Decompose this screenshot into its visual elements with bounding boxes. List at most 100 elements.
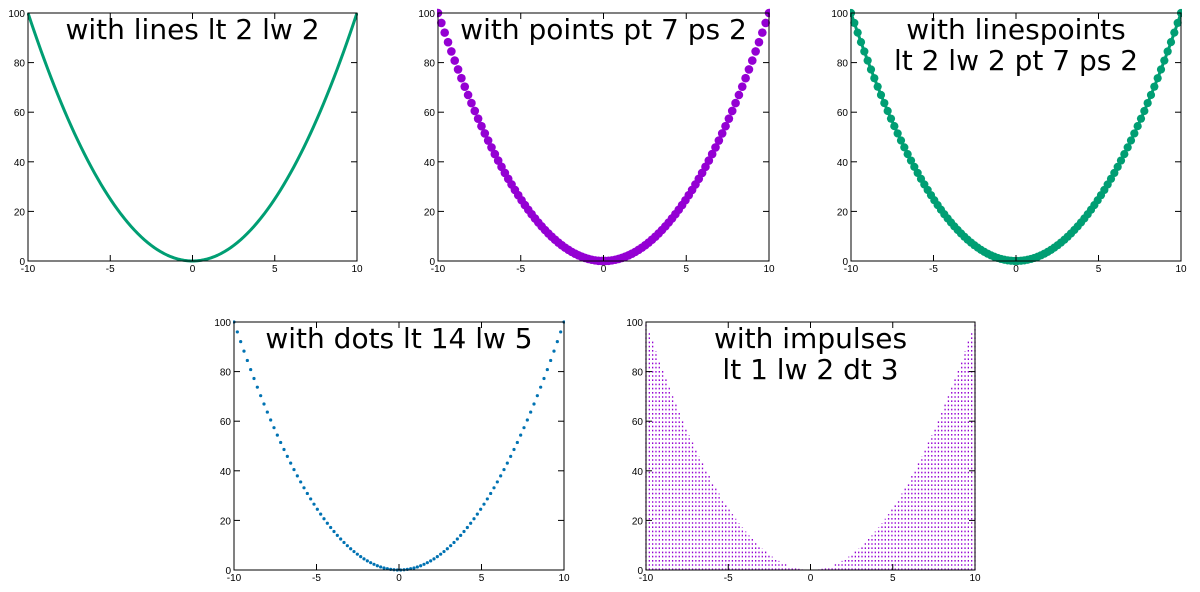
x-tick-label: 0 (396, 573, 402, 584)
data-point-96 (552, 349, 556, 353)
y-tick-label: 0 (19, 257, 25, 268)
data-point-4 (245, 358, 249, 363)
data-point-77 (489, 491, 493, 496)
data-point-86 (721, 121, 730, 131)
data-point-32 (339, 537, 343, 541)
y-tick-label: 40 (220, 467, 232, 478)
x-tick-label: -5 (929, 264, 938, 275)
y-tick-label: 0 (842, 257, 848, 268)
data-point-94 (1160, 56, 1169, 65)
data-point-11 (269, 418, 273, 422)
data-point-10 (880, 98, 889, 108)
data-point-55 (415, 565, 419, 569)
data-point-96 (1166, 38, 1176, 47)
data-point-70 (465, 525, 469, 530)
data-point-92 (539, 385, 543, 389)
data-point-71 (469, 521, 473, 525)
data-point-10 (467, 98, 476, 108)
chart-title: with linespoints lt 2 lw 2 pt 7 ps 2 (894, 13, 1138, 77)
data-point-43 (375, 564, 379, 568)
data-point-79 (1110, 168, 1119, 178)
y-tick-label: 20 (837, 207, 849, 218)
data-point-81 (502, 467, 506, 472)
data-point-11 (470, 106, 480, 116)
data-point-56 (419, 564, 423, 568)
data-point-1 (850, 18, 859, 28)
plot-marks (437, 8, 770, 266)
data-point-3 (242, 349, 246, 353)
y-tick-label: 100 (214, 318, 231, 329)
data-point-74 (479, 507, 483, 511)
data-point-25 (315, 507, 319, 511)
data-point-42 (372, 562, 376, 566)
x-tick-label: 10 (351, 264, 363, 275)
data-point-91 (535, 394, 539, 398)
data-point-89 (1143, 98, 1152, 108)
x-tick-label: 5 (683, 264, 689, 275)
data-point-14 (893, 129, 902, 138)
data-point-66 (452, 540, 456, 545)
y-tick-label: 60 (837, 108, 849, 119)
data-point-85 (717, 129, 727, 138)
y-tick-label: 80 (220, 368, 232, 379)
data-point-15 (896, 136, 906, 145)
data-point-64 (445, 547, 449, 551)
x-tick-label: -10 (21, 264, 36, 275)
x-tick-label: 10 (558, 573, 570, 584)
data-point-91 (737, 82, 747, 91)
data-point-86 (519, 433, 523, 437)
data-point-86 (1133, 122, 1142, 131)
x-tick-label: 5 (890, 573, 896, 584)
data-point-8 (259, 394, 263, 398)
data-point-8 (460, 82, 470, 91)
data-point-13 (275, 433, 279, 437)
data-point-82 (505, 461, 509, 465)
data-point-9 (463, 90, 473, 100)
data-point-85 (1130, 129, 1139, 138)
plot-marks (27, 12, 358, 263)
data-point-92 (741, 73, 750, 83)
data-point-93 (744, 65, 754, 74)
data-point-63 (442, 549, 446, 554)
data-point-93 (1156, 65, 1166, 74)
data-point-96 (754, 37, 764, 47)
data-point-95 (1163, 47, 1172, 56)
data-point-80 (499, 474, 503, 478)
data-point-79 (495, 480, 499, 484)
data-point-84 (512, 447, 516, 452)
x-tick-label: -5 (312, 573, 321, 584)
data-point-87 (522, 426, 526, 430)
data-point-81 (1116, 156, 1126, 165)
data-point-87 (724, 114, 734, 123)
plot-frame (233, 321, 565, 571)
data-point-6 (252, 376, 256, 381)
data-point-81 (704, 156, 714, 165)
y-tick-label: 20 (632, 516, 644, 527)
data-point-33 (342, 540, 346, 545)
x-tick-label: 0 (1013, 264, 1019, 275)
data-point-24 (312, 502, 316, 506)
x-tick-label: -10 (639, 573, 654, 584)
chart-title: with lines lt 2 lw 2 (65, 13, 319, 46)
data-point-95 (549, 358, 553, 363)
data-point-12 (886, 114, 896, 123)
x-tick-label: 0 (601, 264, 607, 275)
y-tick-label: 60 (220, 417, 232, 428)
data-point-94 (545, 367, 549, 372)
data-point-54 (412, 566, 416, 570)
data-point-15 (483, 136, 493, 145)
data-point-2 (853, 28, 862, 37)
data-point-16 (285, 454, 289, 459)
data-point-59 (429, 559, 433, 563)
data-point-12 (473, 114, 483, 123)
data-point-91 (1150, 82, 1159, 91)
x-tick-label: 0 (808, 573, 814, 584)
data-point-97 (555, 340, 559, 344)
data-point-5 (450, 56, 460, 65)
y-tick-label: 20 (424, 207, 436, 218)
data-point-88 (1140, 106, 1149, 116)
